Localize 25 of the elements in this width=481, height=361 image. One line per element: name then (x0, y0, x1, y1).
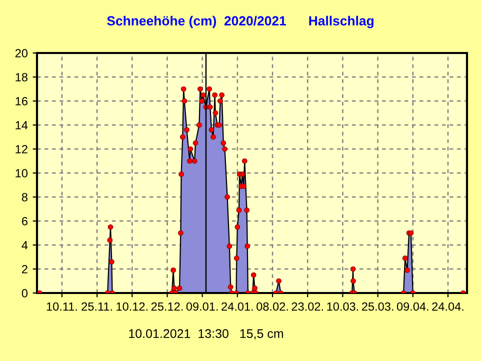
x-tick-label: 24.01. (222, 302, 253, 311)
x-tick-label: 10.03. (327, 302, 358, 311)
chart-title: Schneehöhe (cm) 2020/2021 Hallschlag (107, 16, 374, 28)
y-tick-label: 18 (16, 73, 28, 82)
x-tick-label: 10.12. (116, 302, 148, 311)
y-tick-label: 16 (16, 97, 28, 106)
x-tick-label: 09.01. (186, 302, 218, 311)
y-tick-label: 6 (22, 217, 28, 226)
x-tick-label: 25.03. (362, 302, 394, 311)
y-tick-label: 20 (15, 49, 28, 58)
x-tick-label: 25.11. (82, 302, 112, 311)
x-tick-label: 10.11. (46, 302, 77, 311)
y-tick-label: 4 (22, 241, 28, 250)
y-tick-label: 14 (16, 121, 28, 130)
x-tick-label: 24.04. (432, 302, 464, 311)
y-tick-label: 8 (22, 193, 28, 202)
y-tick-label: 10 (16, 169, 28, 178)
y-tick-label: 12 (16, 145, 28, 154)
x-tick-label: 23.02. (292, 302, 323, 311)
ref-line-label: 10.01.2021 13:30 15,5 cm (129, 329, 284, 340)
x-tick-label: 08.02. (256, 302, 288, 311)
y-tick-label: 0 (22, 289, 28, 298)
x-tick-label: 09.04. (396, 302, 428, 311)
x-tick-label: 25.12. (151, 302, 183, 311)
y-tick-label: 2 (22, 265, 28, 274)
